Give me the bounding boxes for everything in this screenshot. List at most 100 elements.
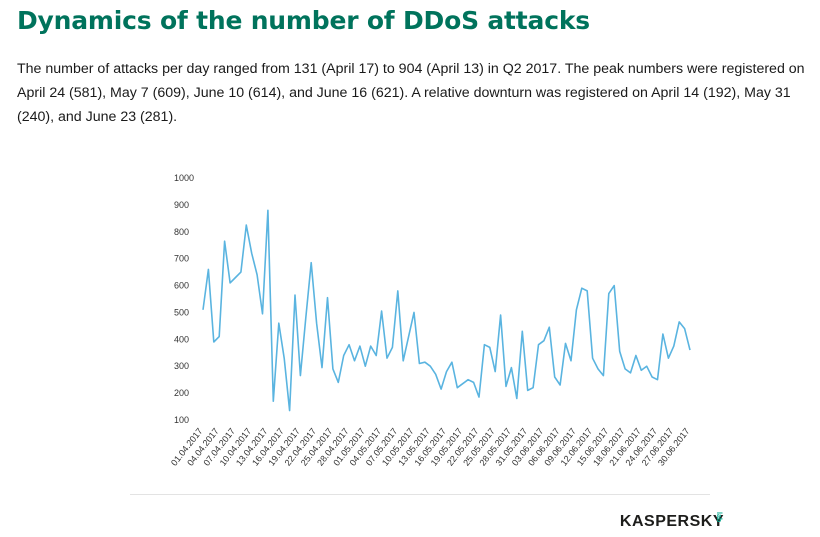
data-point: [661, 333, 664, 336]
data-point: [299, 374, 302, 377]
data-point: [391, 346, 394, 349]
data-point: [234, 276, 237, 279]
data-point: [418, 362, 421, 365]
data-point: [618, 350, 621, 353]
data-point: [261, 312, 264, 315]
data-point: [369, 345, 372, 348]
data-point: [613, 284, 616, 287]
data-point: [591, 357, 594, 360]
footer-divider: [130, 494, 710, 495]
data-point: [348, 343, 351, 346]
data-point: [478, 396, 481, 399]
data-point: [656, 378, 659, 381]
data-point: [488, 346, 491, 349]
data-point: [559, 384, 562, 387]
y-tick-label: 600: [174, 281, 189, 291]
kaspersky-logo-lab: lab: [714, 512, 722, 523]
data-point: [645, 365, 648, 368]
data-point: [667, 357, 670, 360]
data-point: [575, 308, 578, 311]
data-point: [586, 289, 589, 292]
data-point: [510, 366, 513, 369]
data-point: [407, 335, 410, 338]
data-point: [634, 354, 637, 357]
data-point: [678, 320, 681, 323]
data-point: [494, 370, 497, 373]
data-point: [597, 367, 600, 370]
data-point: [256, 273, 259, 276]
data-point: [580, 287, 583, 290]
data-point: [423, 361, 426, 364]
data-point: [607, 292, 610, 295]
data-point: [321, 366, 324, 369]
data-point: [380, 310, 383, 313]
y-tick-label: 300: [174, 361, 189, 371]
data-point: [364, 365, 367, 368]
data-point: [223, 240, 226, 243]
data-point: [602, 374, 605, 377]
y-tick-label: 400: [174, 334, 189, 344]
series-layer: [202, 209, 691, 412]
data-point: [564, 342, 567, 345]
data-point: [434, 373, 437, 376]
data-point: [288, 409, 291, 412]
data-point: [402, 359, 405, 362]
data-point: [212, 341, 215, 344]
y-tick-label: 100: [174, 415, 189, 425]
data-point: [250, 252, 253, 255]
data-point: [207, 268, 210, 271]
data-point: [315, 322, 318, 325]
data-point: [310, 261, 313, 264]
data-point: [218, 335, 221, 338]
data-point: [202, 308, 205, 311]
data-point: [277, 322, 280, 325]
data-point: [445, 370, 448, 373]
data-point: [239, 271, 242, 274]
data-point: [440, 388, 443, 391]
y-tick-label: 700: [174, 254, 189, 264]
data-point: [337, 381, 340, 384]
data-point: [326, 296, 329, 299]
chart-description: The number of attacks per day ranged fro…: [17, 61, 805, 125]
data-point: [461, 382, 464, 385]
data-point: [672, 345, 675, 348]
data-point: [515, 397, 518, 400]
y-axis-tick-labels: 100 200 300 400 500 600 700 800 900 1000: [174, 173, 194, 425]
data-point: [245, 224, 248, 227]
data-point: [651, 376, 654, 379]
y-tick-label: 800: [174, 227, 189, 237]
data-point: [304, 316, 307, 319]
data-point: [505, 385, 508, 388]
data-point: [396, 289, 399, 292]
data-point: [342, 354, 345, 357]
y-tick-label: 900: [174, 200, 189, 210]
data-point: [229, 281, 232, 284]
data-point: [272, 400, 275, 403]
data-point: [429, 365, 432, 368]
data-point: [629, 371, 632, 374]
x-axis-tick-labels: 01.04.201704.04.201707.04.201710.04.2017…: [169, 426, 692, 468]
data-point: [467, 378, 470, 381]
data-point: [683, 327, 686, 330]
data-point: [386, 357, 389, 360]
data-point: [358, 345, 361, 348]
data-point: [499, 314, 502, 317]
data-point: [353, 359, 356, 362]
data-point: [294, 294, 297, 297]
data-point: [375, 354, 378, 357]
data-point: [331, 367, 334, 370]
y-tick-label: 500: [174, 307, 189, 317]
data-point: [553, 376, 556, 379]
data-point: [266, 209, 269, 212]
attacks-series-line: [202, 209, 691, 412]
data-point: [456, 386, 459, 389]
data-point: [542, 339, 545, 342]
data-point: [472, 381, 475, 384]
data-point: [640, 369, 643, 372]
data-point: [450, 361, 453, 364]
data-point: [413, 311, 416, 314]
data-point: [283, 357, 286, 360]
data-point: [532, 386, 535, 389]
y-tick-label: 200: [174, 388, 189, 398]
